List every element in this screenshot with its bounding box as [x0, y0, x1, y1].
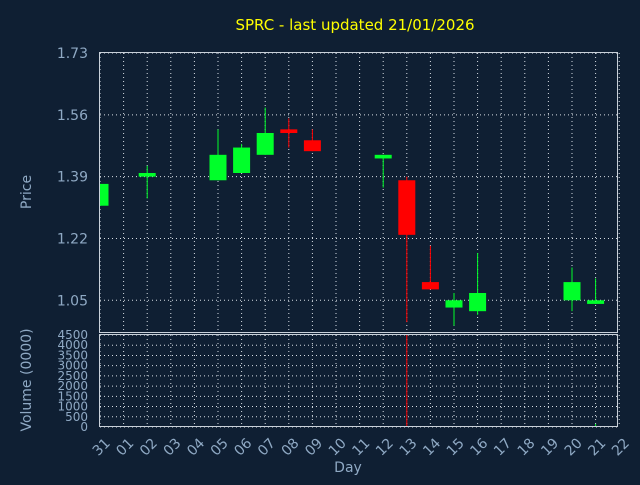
price-y-tick-label: 1.22 — [57, 231, 88, 247]
x-tick-label: 10 — [326, 435, 350, 459]
x-tick-label: 07 — [255, 435, 279, 459]
x-tick-label: 21 — [585, 435, 609, 459]
x-tick-label: 14 — [420, 435, 444, 459]
x-tick-label: 18 — [515, 435, 539, 459]
price-candles — [99, 107, 605, 326]
candle-body — [374, 154, 392, 159]
x-tick-label: 04 — [184, 435, 208, 459]
x-tick-label: 11 — [349, 435, 373, 459]
volume-y-tick-label: 4500 — [57, 328, 88, 342]
candle-body — [587, 300, 605, 304]
volume-bars — [406, 335, 597, 427]
price-axis-label: Price — [19, 175, 35, 209]
x-tick-label: 03 — [161, 435, 185, 459]
x-tick-label: 31 — [90, 435, 114, 459]
x-tick-label: 02 — [137, 435, 161, 459]
chart-title: SPRC - last updated 21/01/2026 — [235, 16, 474, 34]
volume-y-tick-label: 4000 — [57, 338, 88, 352]
x-tick-label: 06 — [231, 435, 255, 459]
candle-body — [445, 300, 463, 308]
x-tick-label: 01 — [113, 435, 137, 459]
price-frame — [99, 52, 618, 333]
x-axis-label: Day — [334, 460, 362, 476]
x-tick-label: 13 — [397, 435, 421, 459]
x-tick-label: 19 — [538, 435, 562, 459]
x-tick-label: 08 — [279, 435, 303, 459]
x-tick-label: 20 — [562, 435, 586, 459]
candle-body — [421, 282, 439, 290]
volume-frame — [99, 334, 618, 427]
candle-body — [233, 147, 251, 173]
candle-body — [256, 133, 274, 155]
x-tick-label: 05 — [208, 435, 232, 459]
volume-y-tick-label: 1500 — [57, 389, 88, 403]
candle-body — [280, 129, 298, 133]
volume-axis-label: Volume (0000) — [19, 328, 35, 431]
candle-body — [100, 183, 109, 206]
candle-body — [398, 180, 416, 235]
x-tick-label: 17 — [491, 435, 515, 459]
candle-body — [469, 293, 487, 312]
x-tick-label: 09 — [302, 435, 326, 459]
x-tick-label: 15 — [444, 435, 468, 459]
price-y-tick-label: 1.56 — [57, 108, 88, 124]
candle-body — [138, 173, 156, 177]
price-grid — [99, 52, 620, 333]
price-y-tick-label: 1.73 — [57, 46, 88, 62]
price-y-ticks: 1.73 1.56 1.39 1.22 1.05 — [57, 46, 88, 309]
price-panel: 1.73 1.56 1.39 1.22 1.05 Price — [19, 46, 620, 333]
candle-body — [563, 282, 581, 301]
candle-body — [303, 140, 321, 152]
x-tick-label: 12 — [373, 435, 397, 459]
x-axis-ticks: 31 01 02 03 04 05 06 07 08 09 10 11 12 13 14 15 16 17 18 19… — [90, 435, 633, 459]
volume-y-tick-label: 3000 — [57, 359, 88, 373]
volume-y-tick-label: 2000 — [57, 379, 88, 393]
price-y-tick-label: 1.05 — [57, 293, 88, 309]
volume-y-tick-label: 2500 — [57, 369, 88, 383]
price-y-tick-label: 1.39 — [57, 170, 88, 186]
volume-y-tick-label: 1000 — [57, 400, 88, 414]
x-tick-label: 22 — [609, 435, 633, 459]
volume-y-tick-label: 0 — [80, 420, 88, 434]
candle-body — [209, 154, 227, 181]
volume-y-tick-label: 3500 — [57, 348, 88, 362]
volume-y-tick-label: 500 — [65, 410, 88, 424]
x-tick-label: 16 — [467, 435, 491, 459]
volume-grid — [99, 334, 620, 428]
